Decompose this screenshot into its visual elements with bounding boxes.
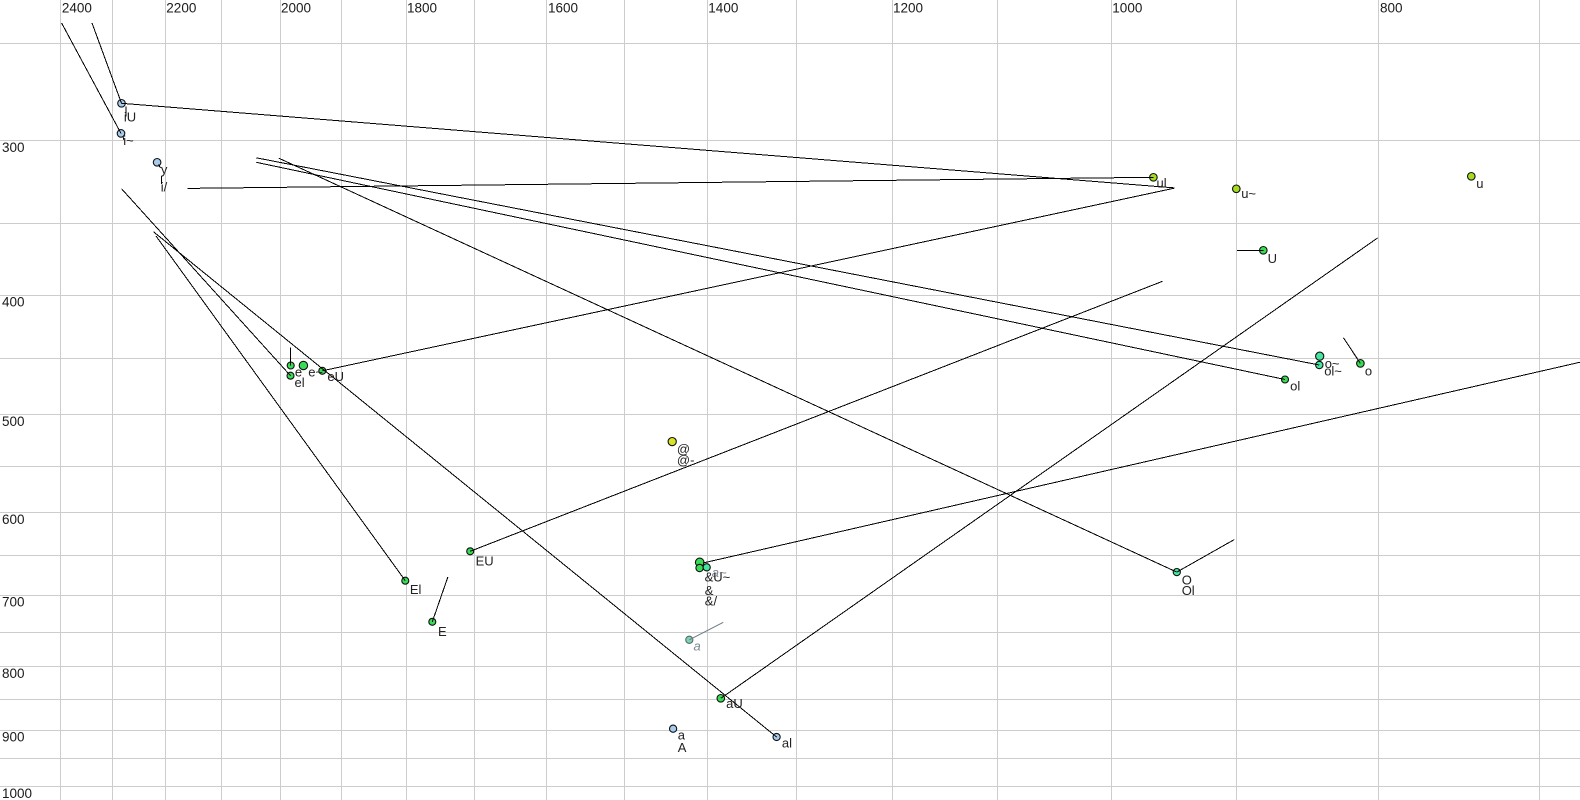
svg-text:u~: u~ xyxy=(1241,186,1256,201)
svg-text:eU: eU xyxy=(327,369,344,384)
svg-text:i/: i/ xyxy=(161,179,168,194)
svg-text:aU: aU xyxy=(726,696,743,711)
svg-text:e: e xyxy=(295,365,302,380)
svg-text:u: u xyxy=(1476,176,1483,191)
svg-text:i~: i~ xyxy=(123,133,134,148)
svg-text:&/: &/ xyxy=(705,593,718,608)
svg-text:EU: EU xyxy=(476,553,494,568)
svg-text:O: O xyxy=(1182,573,1192,588)
svg-text:1800: 1800 xyxy=(407,0,437,15)
svg-text:a: a xyxy=(678,727,686,742)
svg-text:&: & xyxy=(705,583,714,598)
svg-text:&U~: &U~ xyxy=(705,570,731,585)
svg-text:U: U xyxy=(1268,251,1277,266)
svg-text:1600: 1600 xyxy=(548,0,578,15)
svg-text:2400: 2400 xyxy=(62,0,92,15)
svg-text:A: A xyxy=(678,740,687,755)
svg-text:al: al xyxy=(782,735,792,750)
svg-text:800: 800 xyxy=(1380,0,1403,15)
svg-text:2000: 2000 xyxy=(281,0,311,15)
svg-text:o~: o~ xyxy=(1325,356,1340,371)
svg-text:@-: @- xyxy=(677,452,695,467)
svg-text:@: @ xyxy=(677,442,690,457)
svg-text:a~: a~ xyxy=(712,565,727,580)
svg-text:y: y xyxy=(161,162,168,177)
svg-text:Ol: Ol xyxy=(1182,583,1195,598)
svg-text:400: 400 xyxy=(2,294,25,309)
svg-text:600: 600 xyxy=(2,512,25,527)
svg-text:E: E xyxy=(438,624,447,639)
svg-text:300: 300 xyxy=(2,140,25,155)
svg-text:1000: 1000 xyxy=(1112,0,1142,15)
svg-text:500: 500 xyxy=(2,414,25,429)
svg-text:1000: 1000 xyxy=(2,786,32,800)
svg-text:800: 800 xyxy=(2,666,25,681)
svg-text:1400: 1400 xyxy=(708,0,738,15)
svg-text:2200: 2200 xyxy=(166,0,196,15)
svg-text:e~: e~ xyxy=(308,365,323,380)
svg-text:1200: 1200 xyxy=(893,0,923,15)
svg-text:ol~: ol~ xyxy=(1324,363,1342,378)
svg-text:700: 700 xyxy=(2,595,25,610)
svg-text:iU: iU xyxy=(124,109,136,124)
svg-text:el: el xyxy=(295,375,305,390)
svg-text:ol: ol xyxy=(1290,379,1300,394)
svg-text:a: a xyxy=(694,639,701,654)
svg-text:ul: ul xyxy=(1157,175,1167,190)
svg-text:o: o xyxy=(1365,363,1372,378)
svg-text:900: 900 xyxy=(2,730,25,745)
svg-text:El: El xyxy=(410,582,422,597)
